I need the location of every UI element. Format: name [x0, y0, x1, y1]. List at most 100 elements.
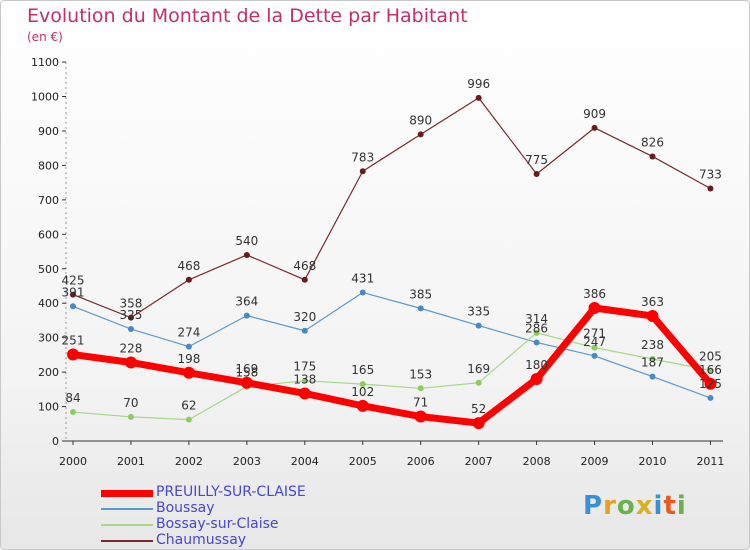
logo-letter: i — [676, 491, 687, 521]
data-point-preuilly-sur-claise — [124, 356, 137, 369]
data-label-boussay: 320 — [293, 310, 316, 324]
data-point-boussay — [591, 352, 598, 359]
y-tick-label: 0 — [52, 435, 59, 448]
data-label-bossay-sur-claise: 175 — [293, 360, 316, 374]
y-tick-label: 900 — [38, 125, 59, 138]
data-point-bossay-sur-claise — [591, 344, 598, 351]
data-point-boussay — [127, 326, 134, 333]
data-point-preuilly-sur-claise — [182, 366, 195, 379]
data-point-boussay — [533, 339, 540, 346]
data-label-bossay-sur-claise: 205 — [699, 349, 722, 363]
series-lines — [67, 94, 717, 430]
data-point-bossay-sur-claise — [417, 385, 424, 392]
data-point-preuilly-sur-claise — [67, 348, 79, 361]
data-label-bossay-sur-claise: 271 — [583, 327, 606, 341]
legend-label: Bossay-sur-Claise — [156, 516, 279, 532]
logo-letter: t — [663, 491, 677, 521]
logo-letter: r — [603, 491, 617, 521]
x-tick-label: 2007 — [465, 455, 493, 468]
data-label-bossay-sur-claise: 238 — [641, 338, 664, 352]
data-label-chaumussay: 468 — [177, 259, 200, 273]
series-line-boussay — [72, 291, 711, 399]
data-label-boussay: 385 — [409, 287, 432, 301]
data-label-chaumussay: 358 — [119, 297, 142, 311]
x-tick-label: 2009 — [581, 455, 609, 468]
data-point-bossay-sur-claise — [301, 377, 308, 384]
series-line-chaumussay — [72, 97, 711, 319]
y-tick-label: 1000 — [31, 91, 59, 104]
data-point-boussay — [707, 394, 714, 401]
data-point-boussay — [70, 303, 76, 310]
y-tick-label: 600 — [38, 228, 59, 241]
legend-label: Chaumussay — [156, 532, 247, 548]
data-point-bossay-sur-claise — [649, 356, 656, 363]
x-tick-label: 2000 — [59, 455, 87, 468]
data-label-bossay-sur-claise: 314 — [525, 312, 548, 326]
y-tick-label: 300 — [38, 332, 59, 345]
data-label-chaumussay: 733 — [699, 167, 722, 181]
data-label-preuilly-sur-claise: 386 — [583, 287, 606, 301]
data-label-chaumussay: 775 — [525, 153, 548, 167]
legend-swatch — [101, 524, 153, 526]
data-label-bossay-sur-claise: 169 — [467, 362, 490, 376]
y-tick-label: 800 — [38, 159, 59, 172]
legend-swatch — [101, 508, 153, 510]
data-point-boussay — [185, 343, 192, 350]
legend-label: Boussay — [156, 500, 215, 516]
series-line-preuilly-sur-claise — [72, 304, 714, 427]
x-tick-label: 2002 — [175, 455, 203, 468]
data-point-chaumussay — [127, 314, 134, 321]
data-label-boussay: 391 — [62, 285, 85, 299]
data-point-preuilly-sur-claise — [704, 377, 717, 390]
data-label-chaumussay: 468 — [293, 259, 316, 273]
data-label-bossay-sur-claise: 84 — [65, 391, 80, 405]
logo-letter: i — [653, 491, 664, 521]
y-tick-label: 1100 — [31, 56, 59, 69]
proxiti-logo: Proxiti — [583, 491, 687, 521]
data-point-chaumussay — [707, 185, 714, 192]
x-tick-label: 2011 — [696, 455, 724, 468]
data-point-boussay — [243, 312, 250, 319]
data-point-chaumussay — [533, 171, 540, 178]
data-point-bossay-sur-claise — [475, 379, 482, 386]
data-point-boussay — [359, 289, 366, 296]
x-tick-label: 2001 — [117, 455, 145, 468]
x-tick-label: 2010 — [639, 455, 667, 468]
data-point-chaumussay — [301, 276, 308, 283]
data-label-boussay: 187 — [641, 356, 664, 370]
legend-swatch — [101, 540, 153, 542]
logo-letter: P — [583, 491, 604, 521]
y-tick-label: 200 — [38, 366, 59, 379]
logo-letter: x — [635, 491, 654, 521]
data-label-boussay: 325 — [119, 308, 142, 322]
logo-letter: o — [616, 491, 636, 521]
data-point-chaumussay — [185, 276, 192, 283]
y-tick-label: 400 — [38, 297, 59, 310]
data-point-chaumussay — [359, 168, 366, 175]
data-label-chaumussay: 826 — [641, 135, 664, 149]
series-line-bossay-sur-claise — [72, 332, 711, 421]
data-point-boussay — [649, 373, 656, 380]
data-point-bossay-sur-claise — [533, 329, 540, 336]
data-point-chaumussay — [417, 131, 424, 138]
data-label-boussay: 431 — [351, 272, 374, 286]
data-point-chaumussay — [243, 251, 250, 258]
data-point-preuilly-sur-claise — [588, 302, 601, 315]
data-label-preuilly-sur-claise: 198 — [177, 352, 200, 366]
data-point-chaumussay — [649, 153, 656, 160]
data-label-chaumussay: 890 — [409, 113, 432, 127]
data-point-bossay-sur-claise — [707, 367, 714, 374]
data-point-bossay-sur-claise — [359, 381, 366, 388]
data-point-chaumussay — [591, 124, 598, 131]
data-label-preuilly-sur-claise: 180 — [525, 358, 548, 372]
data-point-boussay — [475, 322, 482, 329]
data-labels: 425 358 468 540 468 783 890 996 775 909 826 733 391 3… — [62, 77, 722, 416]
data-point-preuilly-sur-claise — [414, 410, 427, 423]
x-tick-label: 2006 — [407, 455, 435, 468]
data-label-preuilly-sur-claise: 71 — [413, 396, 428, 410]
data-label-bossay-sur-claise: 158 — [235, 366, 258, 380]
data-label-boussay: 274 — [177, 326, 200, 340]
data-label-preuilly-sur-claise: 169 — [235, 362, 258, 376]
legend-label: PREUILLY-SUR-CLAISE — [156, 484, 306, 500]
data-label-boussay: 247 — [583, 335, 606, 349]
